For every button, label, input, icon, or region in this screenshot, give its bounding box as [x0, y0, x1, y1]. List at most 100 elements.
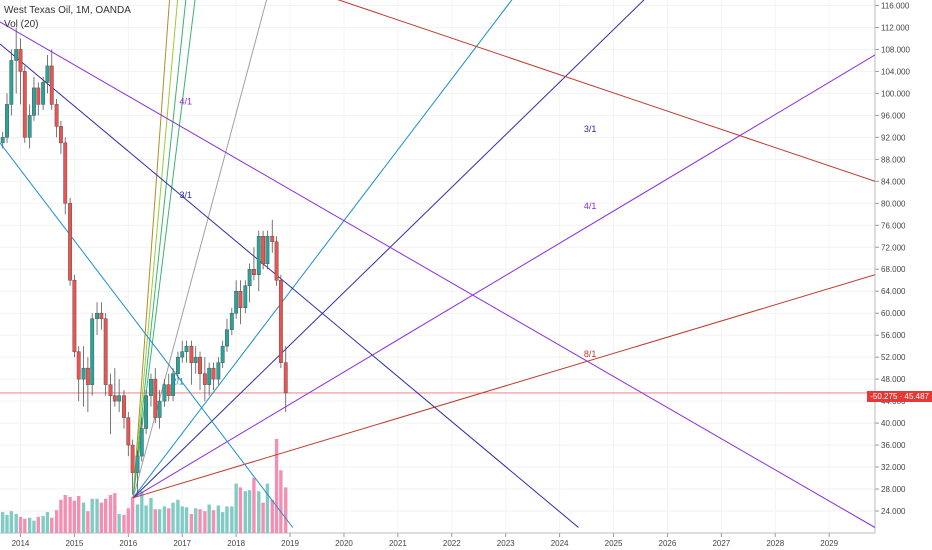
- volume-bar: [211, 510, 216, 533]
- y-tick-label: 24.000: [881, 507, 906, 516]
- candle-body: [27, 115, 32, 138]
- volume-bar: [270, 499, 274, 533]
- volume-bar: [117, 514, 121, 533]
- volume-bar: [86, 511, 90, 533]
- y-tick-label: 36.000: [881, 441, 906, 450]
- candle-body: [211, 367, 216, 380]
- candle-body: [72, 279, 77, 352]
- candle-body: [270, 236, 275, 243]
- candle-body: [32, 87, 36, 116]
- current-price-tag: -50.275 · 45.487: [867, 391, 932, 402]
- candle-body: [207, 367, 212, 385]
- gann-down-line: [0, 43, 579, 528]
- y-tick-label: 48.000: [881, 375, 906, 384]
- y-tick-label: 56.000: [881, 331, 906, 340]
- volume-bar: [14, 514, 18, 533]
- x-tick-label: 2024: [551, 539, 569, 548]
- candle-body: [18, 49, 23, 72]
- gann-ratio-label: 3/1: [584, 124, 597, 134]
- volume-bar: [243, 491, 247, 533]
- volume-bar: [189, 514, 194, 533]
- x-tick-label: 2015: [66, 539, 84, 548]
- volume-bar: [140, 491, 144, 533]
- candle-body: [243, 285, 248, 308]
- candle-body: [22, 71, 27, 138]
- candle-body: [261, 236, 266, 265]
- gann-fan-line: [132, 0, 179, 498]
- volume-bar: [203, 511, 207, 533]
- candle-body: [166, 384, 171, 396]
- candle-body: [265, 236, 270, 265]
- y-tick-label: 40.000: [881, 419, 906, 428]
- x-tick-label: 2026: [659, 539, 677, 548]
- volume-bar: [1, 512, 5, 533]
- symbol-title: West Texas Oil, 1M, OANDA: [4, 5, 131, 16]
- y-tick-label: 100.000: [881, 89, 910, 98]
- x-tick-label: 2014: [12, 539, 30, 548]
- gann-fan-line: [132, 54, 875, 499]
- candle-body: [81, 367, 86, 380]
- plot-area: 3/1 4/1 8/1 4/1 3/1 2/1: [0, 0, 875, 533]
- volume-bar: [36, 516, 40, 533]
- x-tick-label: 2028: [766, 539, 784, 548]
- candle-body: [184, 345, 189, 352]
- y-tick-label: 92.000: [881, 133, 906, 142]
- x-tick-label: 2017: [173, 539, 191, 548]
- volume-bar: [238, 487, 243, 533]
- volume-bar: [162, 506, 167, 533]
- y-tick-label: 80.000: [881, 199, 906, 208]
- y-tick-label: 32.000: [881, 463, 906, 472]
- y-tick-label: 68.000: [881, 265, 906, 274]
- candle-body: [234, 290, 239, 314]
- candle-body: [180, 351, 185, 358]
- candle-body: [251, 268, 256, 275]
- volume-bar: [122, 514, 126, 533]
- candle-body: [153, 378, 158, 418]
- volume-bar: [32, 520, 36, 533]
- candle-body: [193, 356, 198, 363]
- y-tick-label: 104.000: [881, 67, 910, 76]
- gann-fan-line: [133, 274, 875, 499]
- candle-body: [103, 318, 108, 385]
- candle-body: [0, 137, 5, 144]
- y-tick-label: 112.000: [881, 23, 910, 32]
- candle-body: [49, 65, 54, 105]
- volume-bar: [274, 438, 279, 533]
- x-tick-label: 2027: [712, 539, 730, 548]
- candle-body: [68, 203, 73, 281]
- candle-body: [175, 356, 180, 374]
- volume-bar: [27, 517, 32, 533]
- volume-bar: [194, 508, 198, 533]
- x-tick-label: 2021: [389, 539, 407, 548]
- y-tick-label: 88.000: [881, 155, 906, 164]
- gann-down-line: [0, 21, 875, 528]
- current-price: 45.487: [904, 392, 929, 401]
- volume-bar: [261, 502, 265, 533]
- y-tick-label: 52.000: [881, 353, 906, 362]
- volume-bar: [257, 491, 261, 533]
- candle-body: [112, 395, 117, 402]
- x-tick-label: 2029: [820, 539, 838, 548]
- y-tick-label: 72.000: [881, 243, 906, 252]
- volume-bar: [176, 499, 180, 533]
- chart-legend: West Texas Oil, 1M, OANDA Vol (20): [4, 4, 131, 32]
- candle-body: [225, 329, 229, 347]
- volume-bar: [41, 515, 45, 533]
- volume-bar: [23, 518, 27, 533]
- candle-body: [283, 362, 288, 394]
- volume-bar: [108, 495, 113, 533]
- volume-bar: [68, 496, 72, 533]
- candle-body: [58, 126, 63, 144]
- gann-fan-line: [132, 0, 645, 499]
- volume-bar: [95, 498, 99, 533]
- gann-fan-line: [132, 0, 513, 499]
- volume-bar: [135, 504, 140, 533]
- candle-body: [135, 455, 140, 473]
- candle-body: [247, 268, 252, 286]
- candle-body: [95, 312, 99, 319]
- volume-bar: [113, 493, 117, 533]
- volume-bar: [207, 504, 211, 533]
- candle-body: [45, 65, 50, 83]
- volume-bar: [54, 510, 59, 533]
